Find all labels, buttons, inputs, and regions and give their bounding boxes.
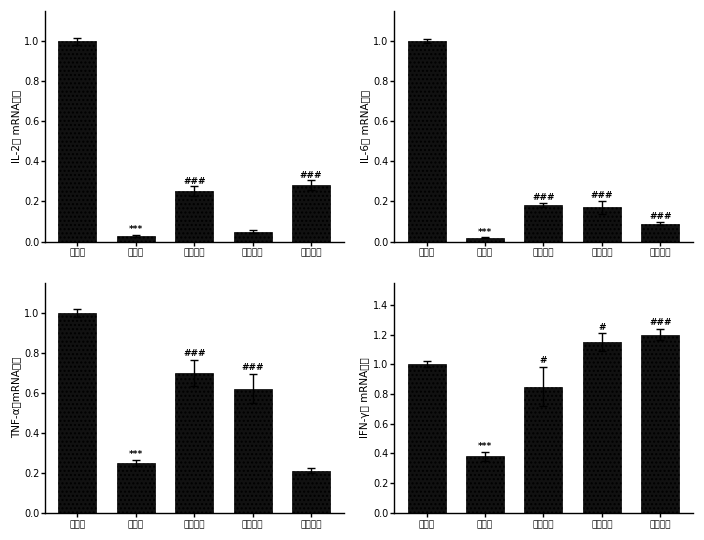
Text: ###: ### <box>649 318 672 327</box>
Text: ***: *** <box>129 450 143 459</box>
Text: ###: ### <box>300 171 322 180</box>
Text: ###: ### <box>649 212 672 221</box>
Bar <box>175 373 213 513</box>
Bar <box>583 342 621 513</box>
Bar <box>292 471 330 513</box>
Text: ###: ### <box>532 193 555 202</box>
Y-axis label: IL-6的 mRNA表达: IL-6的 mRNA表达 <box>360 90 370 163</box>
Bar <box>234 389 272 513</box>
Text: ###: ### <box>591 192 613 200</box>
Text: ###: ### <box>183 177 206 186</box>
Bar <box>641 224 679 241</box>
Bar <box>175 192 213 241</box>
Text: #: # <box>540 356 547 365</box>
Text: ***: *** <box>478 227 492 237</box>
Text: ###: ### <box>241 363 264 372</box>
Bar <box>117 235 155 241</box>
Bar <box>466 456 504 513</box>
Bar <box>641 335 679 513</box>
Text: #: # <box>598 322 605 332</box>
Bar <box>583 207 621 241</box>
Bar <box>234 232 272 241</box>
Bar <box>408 364 446 513</box>
Bar <box>408 41 446 241</box>
Bar <box>292 185 330 241</box>
Y-axis label: IFN-γ的 mRNA表达: IFN-γ的 mRNA表达 <box>360 357 370 438</box>
Bar <box>524 387 562 513</box>
Text: ###: ### <box>183 349 206 357</box>
Bar <box>117 463 155 513</box>
Y-axis label: IL-2的 mRNA表达: IL-2的 mRNA表达 <box>11 90 21 163</box>
Bar <box>524 206 562 241</box>
Bar <box>58 41 96 241</box>
Bar <box>58 313 96 513</box>
Text: ***: *** <box>129 225 143 234</box>
Bar <box>466 238 504 241</box>
Y-axis label: TNF-α的mRNA表达: TNF-α的mRNA表达 <box>11 357 21 438</box>
Text: ***: *** <box>478 442 492 451</box>
